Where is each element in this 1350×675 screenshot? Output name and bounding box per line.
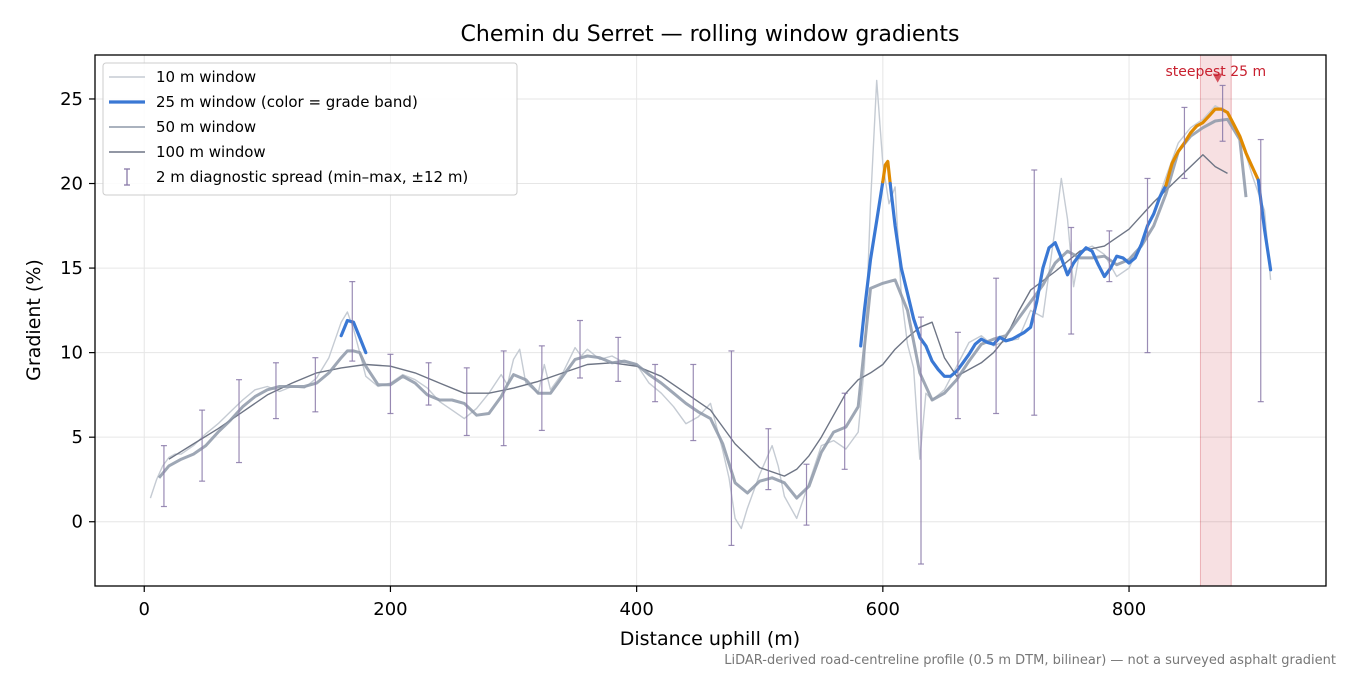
x-tick-label: 800 bbox=[1112, 599, 1146, 620]
error-bar bbox=[728, 350, 735, 547]
legend-box bbox=[102, 62, 518, 196]
steepest-annotation: steepest 25 m bbox=[1165, 64, 1266, 80]
error-bar bbox=[1257, 138, 1264, 403]
legend-label: 100 m window bbox=[156, 143, 266, 161]
steepest-band bbox=[1199, 55, 1232, 586]
axis-ticks: 0 200 400 600 800 0 5 10 15 20 25 bbox=[60, 89, 1146, 620]
legend-label: 2 m diagnostic spread (min–max, ±12 m) bbox=[156, 168, 468, 186]
plot-frame bbox=[94, 54, 1327, 587]
error-bar bbox=[690, 363, 697, 442]
error-bar bbox=[918, 316, 925, 565]
error-bar bbox=[463, 367, 470, 437]
x-tick-label: 600 bbox=[866, 599, 900, 620]
chart-title: Chemin du Serret — rolling window gradie… bbox=[461, 22, 960, 47]
series-25m-segment bbox=[888, 181, 1168, 378]
x-tick-label: 0 bbox=[139, 599, 150, 620]
error-bar bbox=[652, 363, 659, 403]
error-bar bbox=[236, 379, 243, 464]
error-bar bbox=[765, 428, 772, 491]
error-bar bbox=[803, 463, 810, 526]
footnote: LiDAR-derived road-centreline profile (0… bbox=[724, 653, 1336, 668]
error-bar bbox=[500, 350, 507, 447]
y-tick-label: 10 bbox=[60, 343, 83, 364]
legend-entry: 10 m window bbox=[109, 68, 256, 86]
legend-label: 25 m window (color = grade band) bbox=[156, 93, 418, 111]
error-bar bbox=[199, 409, 206, 482]
series-25m-segment bbox=[859, 180, 885, 348]
y-tick-label: 15 bbox=[60, 258, 83, 279]
error-bar bbox=[954, 331, 961, 420]
error-bar bbox=[1219, 84, 1226, 142]
error-bar bbox=[160, 445, 167, 508]
series-10m-line bbox=[149, 79, 1272, 530]
y-tick-label: 0 bbox=[72, 512, 83, 533]
legend-label: 50 m window bbox=[156, 118, 256, 136]
error-bar bbox=[272, 362, 279, 420]
y-tick-label: 5 bbox=[72, 427, 83, 448]
error-bar-layer bbox=[160, 84, 1264, 565]
error-bar bbox=[349, 281, 356, 362]
legend: 10 m window 25 m window (color = grade ba… bbox=[102, 62, 518, 196]
y-axis-label: Gradient (%) bbox=[23, 259, 45, 381]
error-bar bbox=[387, 353, 394, 415]
steepest-band-layer bbox=[1199, 55, 1232, 586]
error-bar bbox=[538, 345, 545, 432]
steepest-marker bbox=[1212, 73, 1223, 83]
series-50m-line bbox=[157, 117, 1248, 500]
error-bar bbox=[1031, 169, 1038, 416]
y-tick-label: 25 bbox=[60, 89, 83, 110]
x-tick-label: 400 bbox=[619, 599, 653, 620]
error-bar bbox=[425, 362, 432, 406]
error-bar bbox=[1181, 106, 1188, 180]
error-bar bbox=[841, 392, 848, 470]
error-bar bbox=[615, 336, 622, 382]
legend-label: 10 m window bbox=[156, 68, 256, 86]
error-bar bbox=[577, 319, 584, 379]
error-bar bbox=[1106, 230, 1113, 283]
y-tick-label: 20 bbox=[60, 174, 83, 195]
legend-entry: 50 m window bbox=[109, 118, 256, 136]
legend-entry: 25 m window (color = grade band) bbox=[109, 93, 418, 111]
error-bar bbox=[993, 277, 1000, 415]
annotation-layer: steepest 25 m bbox=[1165, 64, 1266, 83]
x-tick-label: 200 bbox=[373, 599, 407, 620]
error-bar bbox=[1144, 177, 1151, 354]
legend-entry: 100 m window bbox=[109, 143, 266, 161]
series-layer bbox=[149, 79, 1273, 530]
legend-entry: 2 m diagnostic spread (min–max, ±12 m) bbox=[124, 168, 468, 186]
error-bar bbox=[1068, 226, 1075, 335]
series-25m-segment bbox=[339, 318, 368, 355]
series-25m-segment bbox=[881, 159, 892, 186]
x-axis-label: Distance uphill (m) bbox=[620, 628, 800, 650]
error-bar bbox=[312, 357, 319, 413]
series-25m-segment bbox=[1164, 107, 1260, 187]
